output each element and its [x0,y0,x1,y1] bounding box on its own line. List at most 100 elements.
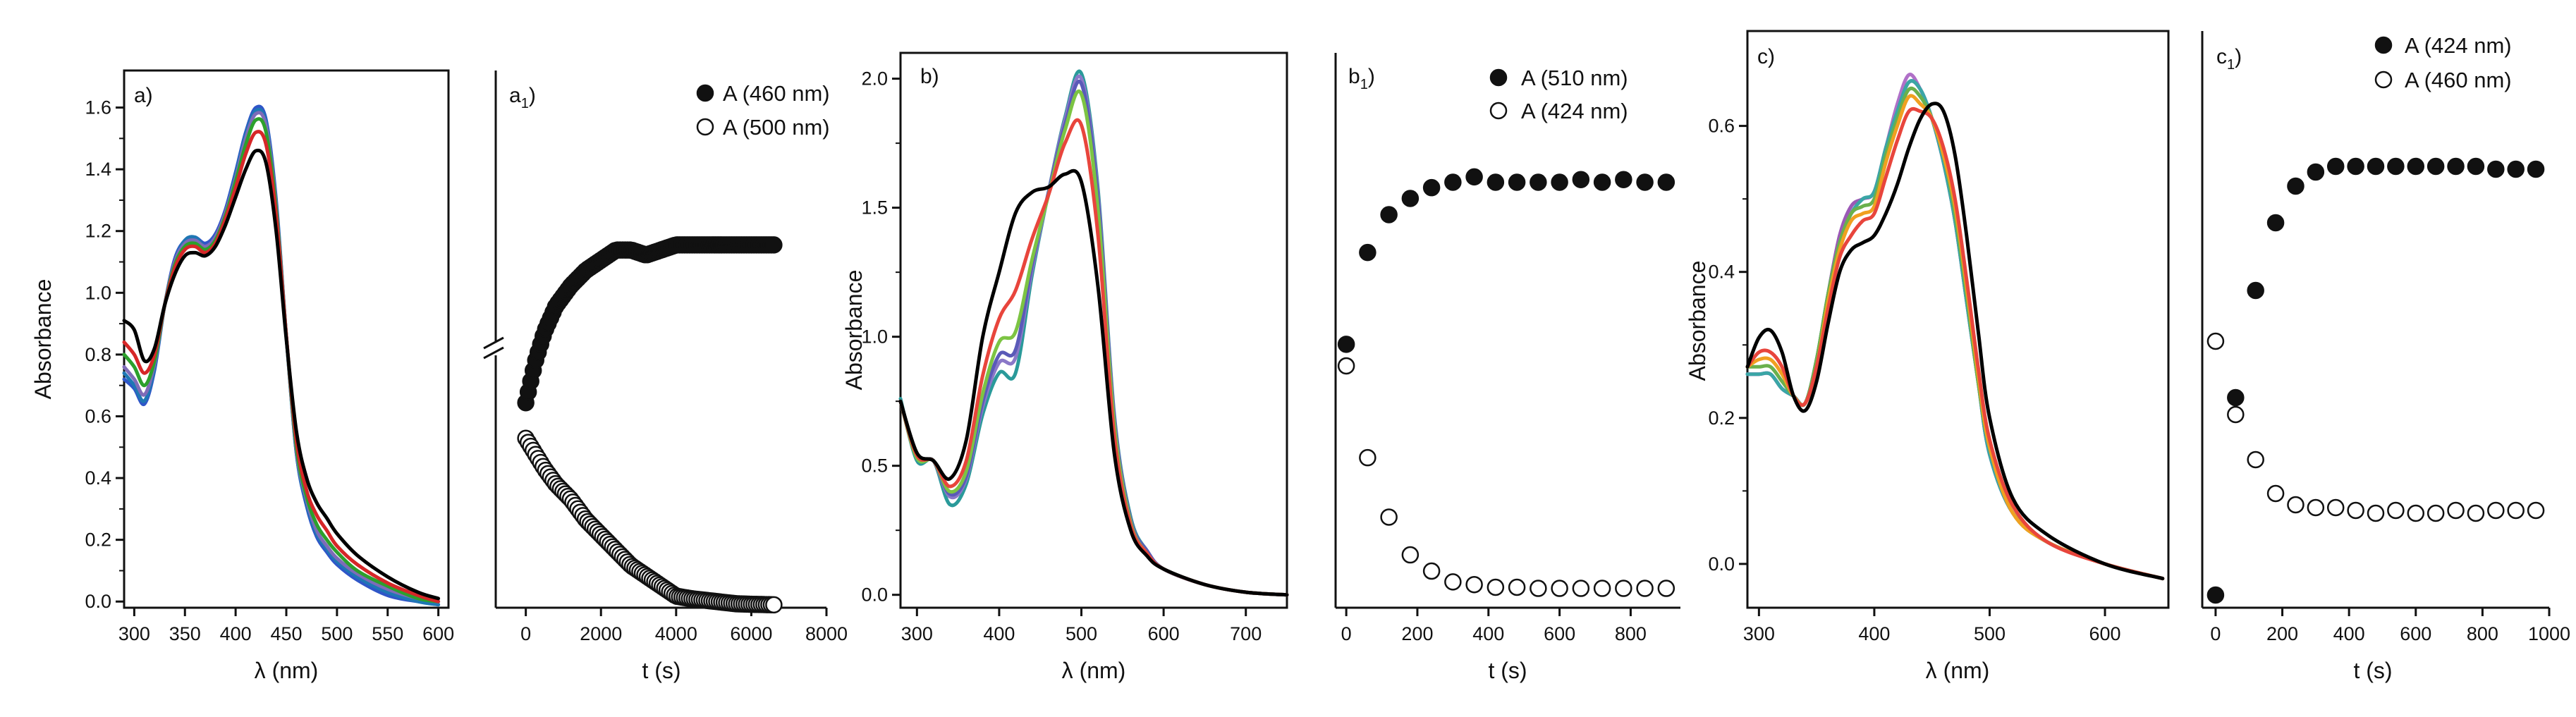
y-tick-label: 2.0 [861,68,888,90]
data-point-c1-filled [2227,388,2245,407]
series-line-c-s2 [1745,106,2165,581]
panel-b1: b1) t (s) A (510 nm) A (424 nm) 0 200 400 6… [1334,53,1680,683]
series-line-b-s2 [898,118,1289,597]
y-tick-label: 1.0 [861,326,888,348]
y-tick-label: 0.8 [85,344,111,365]
legend-filled-marker [696,84,714,102]
panel-a-series [122,104,441,607]
data-point-b1-open [1487,578,1505,596]
x-tick-label: 500 [1974,623,2006,644]
panel-c1-legend: A (424 nm) A (460 nm) [2374,33,2512,92]
legend-label-a1-1: A (500 nm) [723,115,830,140]
panel-c1-ticks: 0 200 400 600 800 1000 [2210,608,2570,644]
data-point-b1-filled [1572,171,1590,188]
y-tick-label: 1.6 [85,97,111,118]
data-point-b1-filled [1444,173,1462,191]
data-point-c1-open [2527,501,2545,520]
data-point-c1-open [2307,498,2325,517]
x-tick-label: 450 [270,623,302,644]
y-tick-label: 0.6 [85,405,111,427]
x-tick-label: 0 [1341,623,1352,644]
data-point-c1-open [2266,484,2285,503]
data-point-b1-filled [1422,178,1441,197]
data-point-c1-open [2487,501,2505,520]
y-tick-label: 1.0 [85,282,111,303]
series-line-b-s3 [898,90,1289,597]
data-point-b1-open [1422,562,1441,580]
panel-c1-series [2206,157,2545,604]
panel-a-label: a) [134,84,153,107]
y-tick-label: 0.0 [861,584,888,606]
data-point-c1-open [2467,504,2485,522]
x-tick-label: 700 [1230,623,1262,644]
data-point-b1-filled [1359,243,1376,262]
data-point-b1-filled [1551,173,1568,191]
data-point-c1-open [2247,451,2264,469]
x-tick-label: 0 [2210,623,2221,644]
data-point-b1-open [1593,580,1611,597]
panel-c-ylabel: Absorbance [1685,261,1710,381]
panel-c1-xlabel: t (s) [2353,658,2392,683]
data-point-b1-filled [1615,171,1632,188]
x-tick-label: 400 [220,623,252,644]
y-tick-label: 1.4 [85,159,111,180]
data-point-c1-filled [2307,163,2325,181]
x-tick-label: 600 [1544,623,1575,644]
x-tick-label: 600 [1148,623,1180,644]
x-tick-label: 400 [1472,623,1504,644]
legend-label-c1-1: A (460 nm) [2405,68,2512,92]
data-point-c1-filled [2407,157,2425,176]
data-point-c1-filled [2367,157,2385,176]
series-line-b-s1 [898,168,1289,597]
data-point-b1-filled [1380,206,1398,223]
panel-b: b) Absorbance λ (nm) 300 400 500 600 700 0.0 0… [841,51,1289,683]
x-tick-label: 8000 [805,623,848,644]
panel-b1-xlabel: t (s) [1488,658,1527,683]
panel-b-ticks: 300 400 500 600 700 0.0 0.5 1.0 1.5 2.0 [861,68,1262,644]
data-point-b1-open [1657,580,1675,597]
y-tick-label: 0.4 [1708,262,1735,283]
data-point-c1-filled [2287,177,2305,195]
x-tick-label: 600 [422,623,454,644]
legend-label-c1-0: A (424 nm) [2405,33,2512,58]
legend-label-b1-0: A (510 nm) [1521,66,1628,90]
panel-b1-label: b1) [1348,65,1375,92]
data-point-b1-open [1615,580,1632,597]
legend-open-marker [1489,102,1508,120]
series-line-c-s1 [1745,102,2165,581]
data-point-c1-filled [2447,157,2465,176]
data-point-c1-filled [2266,214,2285,232]
x-tick-label: 1000 [2528,623,2570,644]
data-point-c1-filled [2206,586,2225,604]
x-tick-label: 800 [2467,623,2498,644]
data-point-a1-open [765,596,783,614]
x-tick-label: 300 [1743,623,1775,644]
y-tick-label: 0.5 [861,455,888,477]
data-point-b1-open [1444,573,1462,591]
data-point-b1-filled [1337,336,1355,353]
y-tick-label: 1.2 [85,221,111,242]
data-point-b1-filled [1657,173,1675,191]
x-tick-label: 600 [2089,623,2121,644]
data-point-c1-open [2427,504,2445,522]
data-point-c1-open [2407,504,2425,522]
panel-b-xlabel: λ (nm) [1062,658,1126,683]
y-tick-label: 0.0 [85,591,111,612]
series-line-a-s4 [122,111,441,603]
panel-c-xlabel: λ (nm) [1926,658,1990,683]
panel-c: c) Absorbance λ (nm) 300 400 500 600 0.0 0.2 0… [1685,30,2170,683]
y-tick-label: 0.2 [1708,407,1735,429]
data-point-c1-open [2367,504,2385,522]
panel-a: a) Absorbance λ (nm) 300 350 400 450 500 550 6… [30,69,454,683]
panel-c-frame [1746,30,2170,609]
data-point-c1-filled [2326,157,2345,176]
data-point-c1-open [2326,498,2345,517]
data-point-c1-open [2507,501,2525,520]
panel-c-ticks: 300 400 500 600 0.0 0.2 0.4 0.6 [1708,116,2120,644]
data-point-c1-filled [2247,281,2264,300]
panel-b1-legend: A (510 nm) A (424 nm) [1489,66,1628,123]
panel-a-xlabel: λ (nm) [255,658,319,683]
panel-b1-series [1337,168,1675,597]
x-tick-label: 300 [118,623,150,644]
x-tick-label: 550 [372,623,403,644]
